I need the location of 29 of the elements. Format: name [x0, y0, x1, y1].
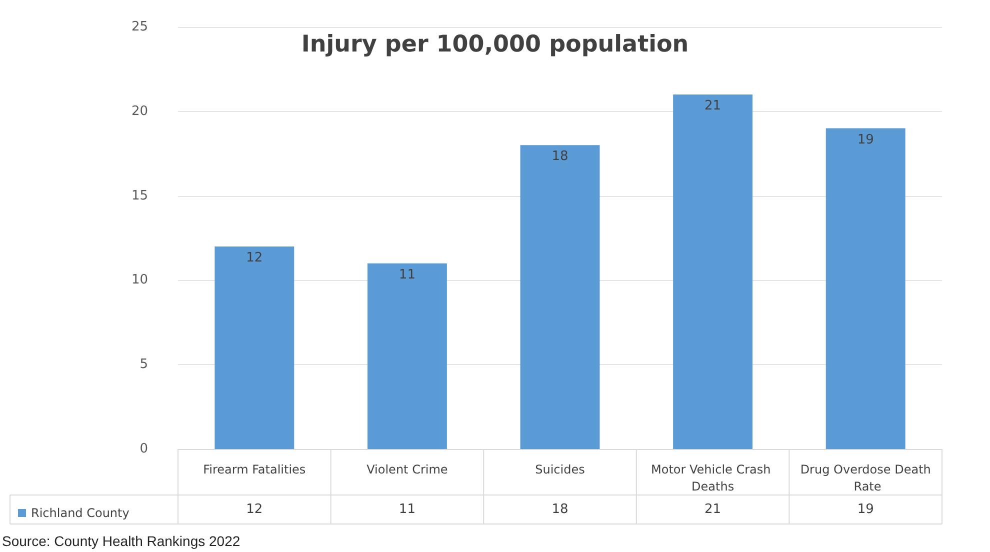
x-tick-label: Firearm Fatalities	[203, 462, 306, 476]
x-tick-label: Violent Crime	[366, 462, 448, 476]
text: 19	[857, 132, 874, 148]
chart-title: Injury per 100,000 population	[301, 32, 689, 58]
text: 11	[398, 267, 416, 282]
bar	[826, 128, 906, 449]
bar	[673, 94, 753, 449]
y-tick-label: 0	[140, 442, 148, 456]
x-tick-label: Drug Overdose Death Rate	[800, 462, 931, 494]
bar	[520, 145, 600, 449]
bar	[367, 263, 447, 449]
text: 18	[552, 149, 568, 164]
source-note: Source: County Health Rankings 2022	[2, 533, 240, 549]
y-tick-label: 15	[131, 188, 148, 204]
x-tick-label: Suicides	[535, 462, 585, 476]
bar	[214, 246, 294, 449]
y-tick-label: 25	[131, 20, 148, 34]
data-label: 21	[704, 502, 722, 517]
data-label: 19	[857, 502, 874, 517]
text: 21	[704, 98, 722, 114]
y-tick-label: 20	[131, 104, 148, 119]
data-label: 12	[246, 502, 263, 517]
legend-label: Richland County	[31, 506, 130, 520]
text: 12	[246, 250, 263, 266]
data-label: 11	[398, 502, 416, 517]
x-tick-label: Motor Vehicle Crash Deaths	[651, 462, 775, 494]
y-tick-label: 10	[131, 272, 148, 288]
data-label: 18	[552, 502, 568, 517]
y-tick-label: 5	[140, 357, 148, 372]
